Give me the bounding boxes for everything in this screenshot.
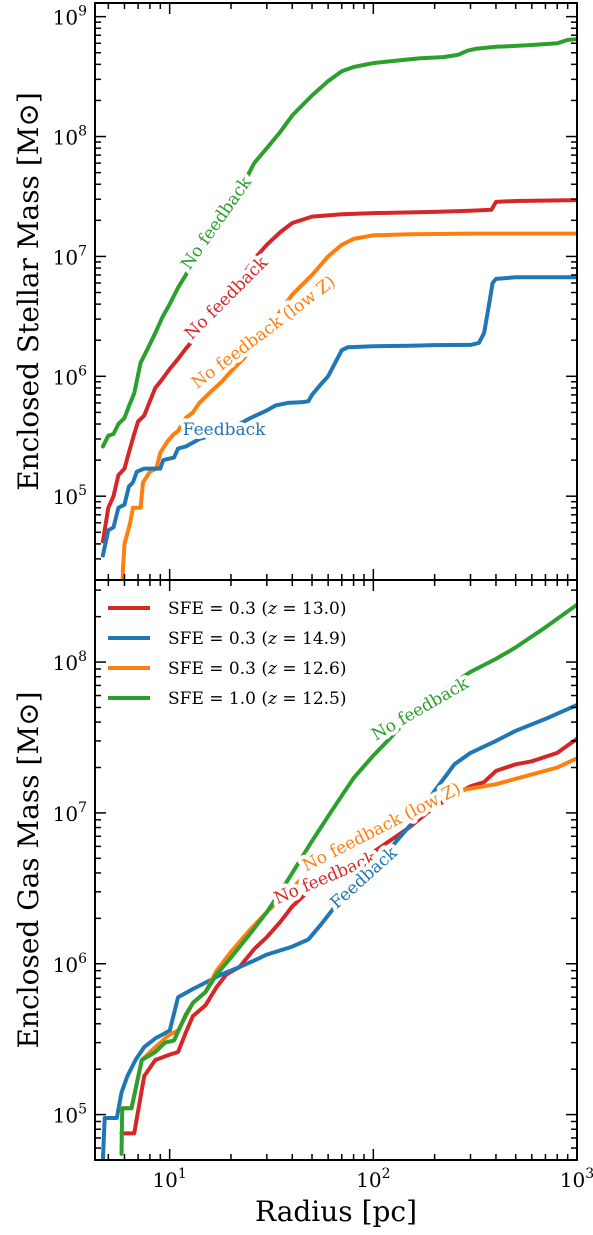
legend-suffix: = 12.5) (277, 689, 347, 709)
tick-exponent: 9 (78, 4, 87, 20)
tick-base: 10 (53, 126, 78, 150)
x-tick-label: 101 (152, 1166, 186, 1192)
tick-exponent: 3 (585, 1166, 593, 1182)
y-tick-label: 106 (53, 363, 87, 389)
tick-exponent: 5 (78, 483, 87, 499)
x-axis-label: Radius [pc] (255, 1195, 417, 1228)
legend-suffix: = 13.0) (277, 599, 347, 619)
legend-prefix: SFE = 0.3 ( (168, 659, 268, 679)
legend: SFE = 0.3 (z = 13.0)SFE = 0.3 (z = 14.9)… (108, 599, 347, 709)
y-axis-label: Enclosed Stellar Mass [M⊙] (12, 92, 45, 491)
series-line-3 (100, 275, 577, 558)
y-tick-label: 108 (53, 124, 87, 150)
legend-prefix: SFE = 0.3 ( (168, 599, 268, 619)
legend-z: z (267, 659, 278, 679)
curve-label-0: No feedback (177, 173, 256, 274)
tick-exponent: 5 (78, 1102, 87, 1118)
tick-exponent: 1 (178, 1166, 187, 1182)
tick-exponent: 6 (78, 363, 87, 379)
curve-label-0: No feedback (368, 673, 473, 745)
tick-base: 10 (53, 485, 78, 509)
legend-entry-0: SFE = 0.3 (z = 13.0) (168, 599, 347, 619)
tick-base: 10 (53, 365, 78, 389)
y-tick-label: 109 (53, 4, 87, 30)
legend-entry-2: SFE = 0.3 (z = 12.6) (168, 659, 347, 679)
y-tick-label: 108 (53, 649, 87, 675)
legend-z: z (267, 599, 278, 619)
legend-suffix: = 14.9) (277, 629, 347, 649)
tick-base: 10 (53, 651, 78, 675)
series-line-2 (120, 231, 577, 580)
legend-z: z (267, 629, 278, 649)
x-tick-label: 103 (560, 1166, 593, 1192)
curve-label-3: Feedback (183, 420, 266, 440)
legend-suffix: = 12.6) (277, 659, 347, 679)
series-line-1 (100, 702, 577, 1160)
tick-exponent: 7 (78, 800, 87, 816)
series-line-0 (119, 736, 577, 1136)
tick-base: 10 (53, 953, 78, 977)
series-line-2 (119, 756, 577, 1111)
curve-label-2: No feedback (low Z) (188, 272, 340, 393)
plot-frame (94, 579, 578, 1161)
legend-prefix: SFE = 1.0 ( (168, 689, 268, 709)
tick-base: 10 (53, 245, 78, 269)
legend-z: z (267, 689, 278, 709)
legend-entry-1: SFE = 0.3 (z = 14.9) (168, 629, 347, 649)
series-line-0 (100, 37, 577, 449)
y-tick-label: 107 (53, 243, 87, 269)
tick-exponent: 2 (382, 1166, 391, 1182)
tick-base: 10 (152, 1168, 177, 1192)
y-tick-label: 107 (53, 800, 87, 826)
tick-base: 10 (560, 1168, 585, 1192)
y-tick-label: 106 (53, 951, 87, 977)
series-line-3 (119, 602, 577, 1156)
series-line-1 (100, 198, 577, 544)
tick-base: 10 (53, 802, 78, 826)
y-tick-label: 105 (53, 1102, 87, 1128)
y-axis-label: Enclosed Gas Mass [M⊙] (12, 691, 45, 1048)
legend-prefix: SFE = 0.3 ( (168, 629, 268, 649)
y-tick-label: 105 (53, 483, 87, 509)
tick-exponent: 7 (78, 243, 87, 259)
tick-base: 10 (53, 6, 78, 30)
tick-base: 10 (53, 1104, 78, 1128)
x-tick-label: 102 (356, 1166, 390, 1192)
plot-frame (94, 2, 578, 581)
legend-entry-3: SFE = 1.0 (z = 12.5) (168, 689, 347, 709)
tick-base: 10 (356, 1168, 381, 1192)
tick-exponent: 8 (78, 124, 87, 140)
tick-exponent: 6 (78, 951, 87, 967)
tick-exponent: 8 (78, 649, 87, 665)
